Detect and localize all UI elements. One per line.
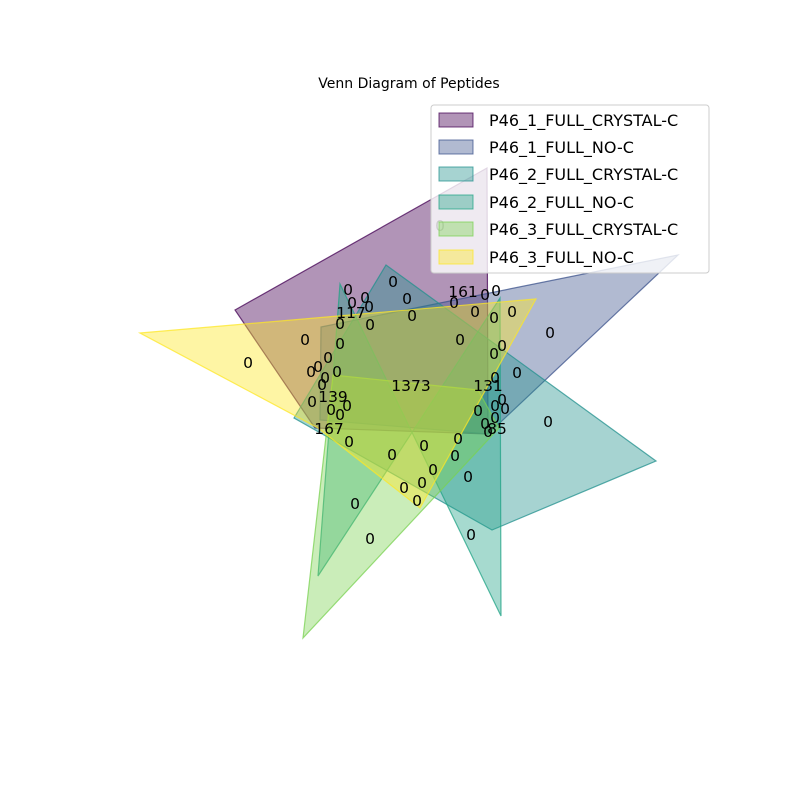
region-count: 0 xyxy=(419,437,429,455)
region-count: 0 xyxy=(466,526,476,544)
legend-entry: P46_2_FULL_CRYSTAL-C xyxy=(438,165,678,185)
legend-entry: P46_3_FULL_NO-C xyxy=(438,248,634,268)
region-count: 161 xyxy=(448,283,478,301)
region-count: 131 xyxy=(473,377,503,395)
legend-swatch xyxy=(438,194,474,210)
legend: P46_1_FULL_CRYSTAL-C P46_1_FULL_NO-C P46… xyxy=(430,104,710,274)
region-count: 0 xyxy=(470,303,480,321)
region-count: 0 xyxy=(449,294,459,312)
region-count: 0 xyxy=(490,409,500,427)
legend-label: P46_1_FULL_CRYSTAL-C xyxy=(489,111,678,131)
region-count: 0 xyxy=(412,492,422,510)
region-count: 0 xyxy=(453,430,463,448)
region-count: 0 xyxy=(463,468,473,486)
region-count: 0 xyxy=(317,376,327,394)
region-count: 0 xyxy=(332,363,342,381)
legend-entry: P46_3_FULL_CRYSTAL-C xyxy=(438,220,678,240)
legend-swatch xyxy=(438,112,474,128)
region-count: 0 xyxy=(402,290,412,308)
region-count: 167 xyxy=(314,420,344,438)
region-count: 0 xyxy=(491,282,501,300)
region-count: 0 xyxy=(335,315,345,333)
region-count: 0 xyxy=(387,446,397,464)
region-count: 0 xyxy=(364,298,374,316)
diagram-title: Venn Diagram of Peptides xyxy=(318,76,499,92)
region-count: 0 xyxy=(497,391,507,409)
region-count: 0 xyxy=(399,479,409,497)
set-shapes xyxy=(137,166,680,640)
region-count: 0 xyxy=(243,354,253,372)
region-count: 0 xyxy=(350,495,360,513)
region-count: 0 xyxy=(342,397,352,415)
region-count: 0 xyxy=(320,369,330,387)
region-count: 0 xyxy=(313,358,323,376)
region-count: 0 xyxy=(344,433,354,451)
region-count: 0 xyxy=(428,461,438,479)
set-shape-6 xyxy=(137,298,538,509)
legend-label: P46_2_FULL_CRYSTAL-C xyxy=(489,165,678,185)
legend-entry: P46_1_FULL_NO-C xyxy=(438,138,634,158)
legend-swatch xyxy=(438,166,474,182)
region-count: 1373 xyxy=(391,377,430,395)
region-count: 0 xyxy=(307,393,317,411)
region-count: 0 xyxy=(417,474,427,492)
region-count: 0 xyxy=(480,286,490,304)
region-count: 0 xyxy=(335,335,345,353)
legend-swatch xyxy=(438,221,474,237)
region-count: 0 xyxy=(335,406,345,424)
region-count: 0 xyxy=(365,316,375,334)
region-count: 0 xyxy=(480,415,490,433)
region-count: 0 xyxy=(483,423,493,441)
region-count: 0 xyxy=(507,303,517,321)
legend-entry: P46_2_FULL_NO-C xyxy=(438,193,634,213)
region-count: 0 xyxy=(489,345,499,363)
region-count: 0 xyxy=(543,413,553,431)
region-count: 0 xyxy=(407,307,417,325)
legend-label: P46_3_FULL_CRYSTAL-C xyxy=(489,220,678,240)
region-count: 85 xyxy=(487,420,507,438)
region-count: 0 xyxy=(545,324,555,342)
region-count: 0 xyxy=(388,273,398,291)
region-count: 0 xyxy=(306,363,316,381)
region-count: 0 xyxy=(360,289,370,307)
region-count: 0 xyxy=(455,331,465,349)
region-count: 0 xyxy=(489,309,499,327)
region-count: 0 xyxy=(497,337,507,355)
set-shape-5 xyxy=(302,374,500,640)
legend-label: P46_2_FULL_NO-C xyxy=(489,193,634,213)
legend-label: P46_3_FULL_NO-C xyxy=(489,248,634,268)
region-count: 117 xyxy=(336,304,366,322)
region-counts: 0 0 161 0 0 0 0 0 0 0 0 117 0 0 0 0 0 0 … xyxy=(243,217,555,548)
legend-swatch xyxy=(438,249,474,265)
legend-swatch xyxy=(438,139,474,155)
region-count: 0 xyxy=(343,281,353,299)
legend-label: P46_1_FULL_NO-C xyxy=(489,138,634,158)
region-count: 0 xyxy=(300,331,310,349)
region-count: 0 xyxy=(365,530,375,548)
region-count: 0 xyxy=(326,401,336,419)
region-count: 0 xyxy=(473,402,483,420)
region-count: 0 xyxy=(512,364,522,382)
set-shape-2 xyxy=(319,253,680,435)
region-count: 0 xyxy=(347,294,357,312)
region-count: 0 xyxy=(450,447,460,465)
legend-frame xyxy=(430,104,710,274)
legend-entry: P46_1_FULL_CRYSTAL-C xyxy=(438,111,678,131)
region-count: 139 xyxy=(318,388,348,406)
region-count: 0 xyxy=(490,369,500,387)
region-count: 0 xyxy=(490,397,500,415)
region-count: 0 xyxy=(323,349,333,367)
region-count: 0 xyxy=(500,400,510,418)
